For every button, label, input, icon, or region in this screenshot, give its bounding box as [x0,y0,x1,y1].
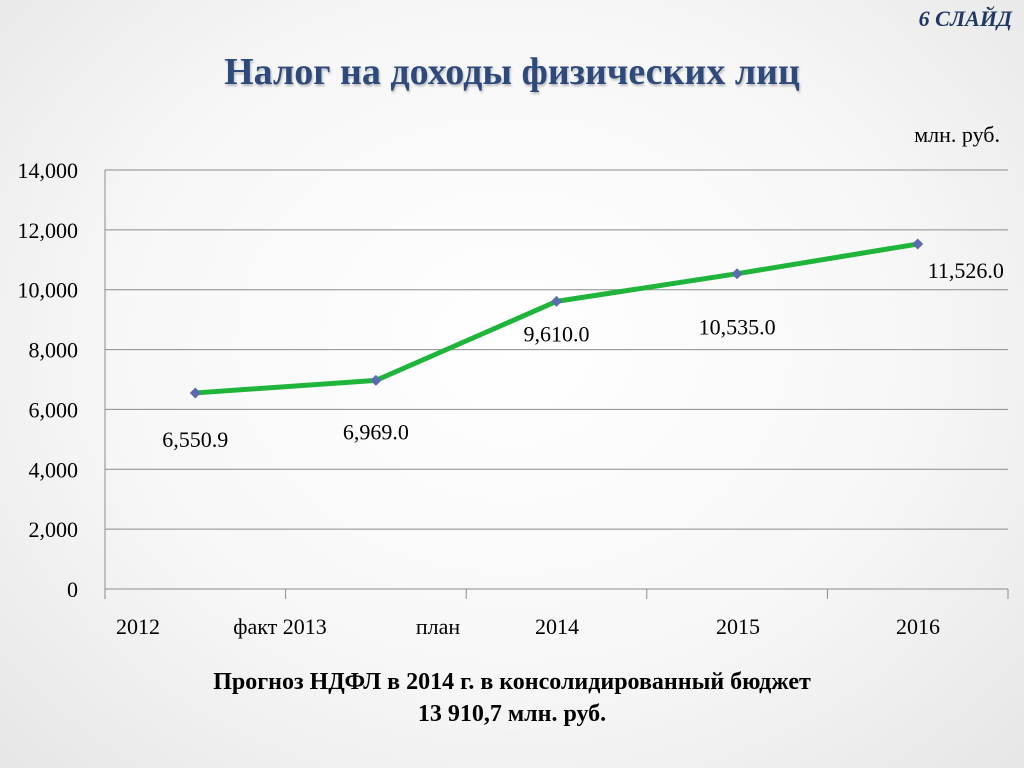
data-label: 10,535.0 [699,315,776,340]
y-tick-label: 6,000 [29,397,79,422]
data-point-marker [551,295,562,307]
data-point-marker [912,238,924,250]
x-tick-label: 2016 [896,614,940,639]
data-label: 11,526.0 [928,258,1004,283]
x-tick-label: 2012 [116,614,160,639]
slide-number-label: 6 СЛАЙД [918,6,1012,31]
series-line [195,241,919,396]
data-point-marker [370,374,382,386]
footer-line-2: 13 910,7 млн. руб. [417,701,607,727]
y-tick-label: 4,000 [29,457,79,482]
x-tick-label: факт 2013 [233,614,327,639]
data-point-marker [731,268,743,280]
footer-note: Прогноз НДФЛ в 2014 г. в консолидированн… [0,666,1024,730]
footer-line-1: Прогноз НДФЛ в 2014 г. в консолидированн… [213,669,811,695]
x-tick-label: 2014 [535,614,579,639]
data-label: 9,610.0 [524,321,590,346]
y-tick-label: 14,000 [18,158,79,183]
y-tick-label: 12,000 [18,218,79,243]
data-label: 6,969.0 [343,419,409,444]
y-tick-label: 8,000 [29,338,79,363]
data-point-marker [189,387,201,399]
unit-label: млн. руб. [914,122,1000,147]
x-tick-label: 2015 [716,614,760,639]
data-label: 6,550.9 [162,427,228,452]
page-title: Налог на доходы физических лиц [224,51,800,93]
y-tick-label: 2,000 [29,517,79,542]
y-tick-label: 10,000 [18,278,79,303]
x-tick-label: план [416,614,461,639]
y-tick-label: 0 [67,577,78,602]
